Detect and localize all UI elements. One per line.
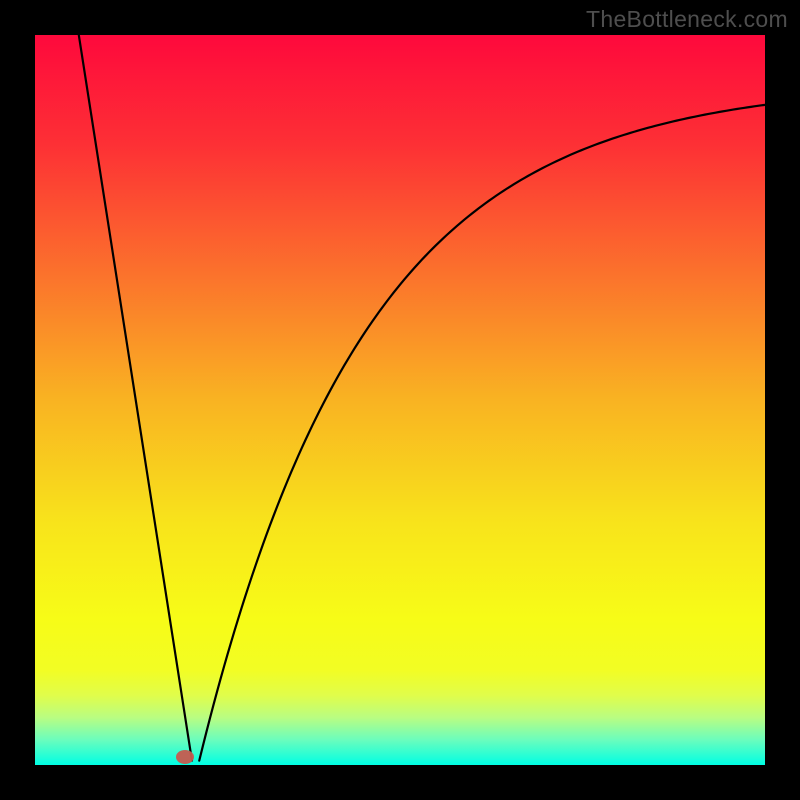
chart-canvas: TheBottleneck.com	[0, 0, 800, 800]
optimum-marker	[176, 750, 194, 764]
plot-area	[35, 35, 765, 765]
bottleneck-curve	[35, 35, 765, 765]
curve-path	[79, 35, 765, 761]
watermark-text: TheBottleneck.com	[586, 6, 788, 33]
